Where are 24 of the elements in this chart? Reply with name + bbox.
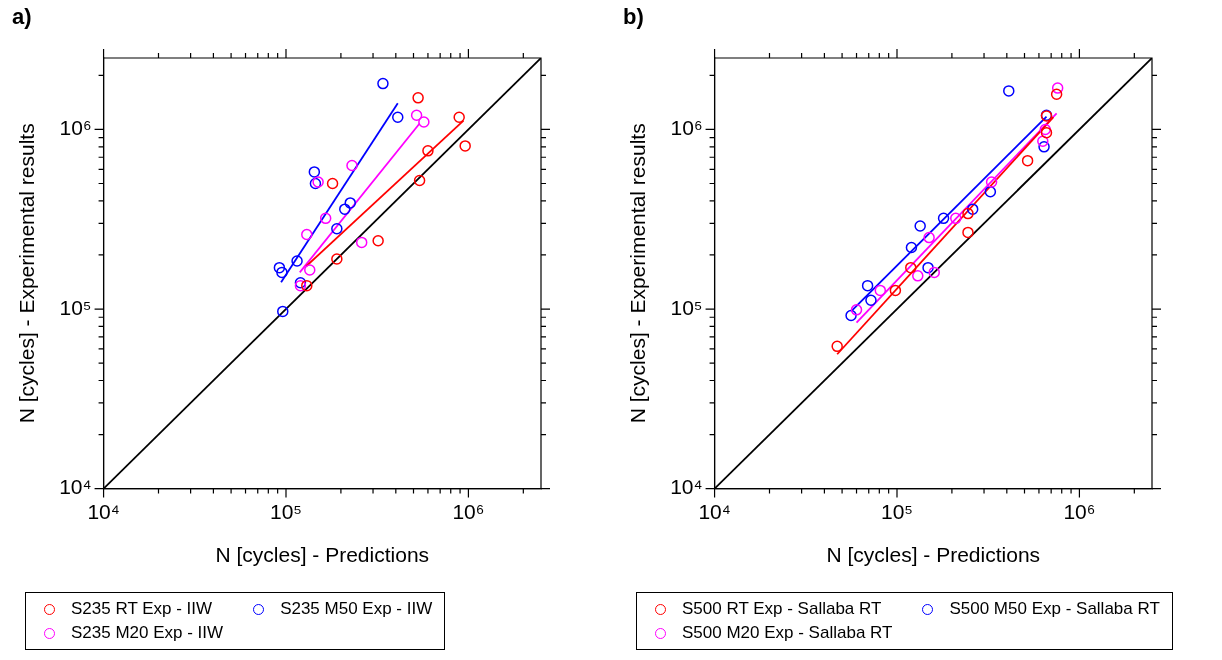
- x-axis-title: N [cycles] - Predictions: [826, 543, 1041, 567]
- y-axis-title: N [cycles] - Experimental results: [15, 123, 39, 424]
- legend-label: S235 M20 Exp - IIW: [71, 623, 224, 643]
- y-axis-title: N [cycles] - Experimental results: [626, 123, 650, 424]
- x-tick-label: 10⁵: [880, 500, 914, 523]
- y-tick-label: 10⁶: [59, 116, 92, 140]
- y-tick-label: 10⁴: [670, 475, 703, 499]
- x-tick-label: 10⁶: [452, 500, 485, 523]
- legend-label: S500 RT Exp - Sallaba RT: [682, 599, 882, 619]
- legend-label: S235 RT Exp - IIW: [71, 599, 213, 619]
- legend-label: S500 M50 Exp - Sallaba RT: [949, 599, 1160, 619]
- x-tick-label: 10⁵: [269, 500, 303, 523]
- chart-title: a): [12, 4, 32, 30]
- x-tick-label: 10⁴: [698, 500, 731, 523]
- legend-label: S235 M50 Exp - IIW: [280, 599, 433, 619]
- legend-label: S500 M20 Exp - Sallaba RT: [682, 623, 893, 643]
- y-tick-label: 10⁵: [59, 295, 92, 319]
- y-tick-label: 10⁴: [59, 475, 92, 499]
- chart-title: b): [623, 4, 644, 30]
- y-tick-label: 10⁶: [670, 116, 703, 140]
- x-axis-title: N [cycles] - Predictions: [215, 543, 430, 567]
- x-tick-label: 10⁴: [87, 500, 120, 523]
- y-tick-label: 10⁵: [670, 295, 703, 319]
- x-tick-label: 10⁶: [1063, 500, 1096, 523]
